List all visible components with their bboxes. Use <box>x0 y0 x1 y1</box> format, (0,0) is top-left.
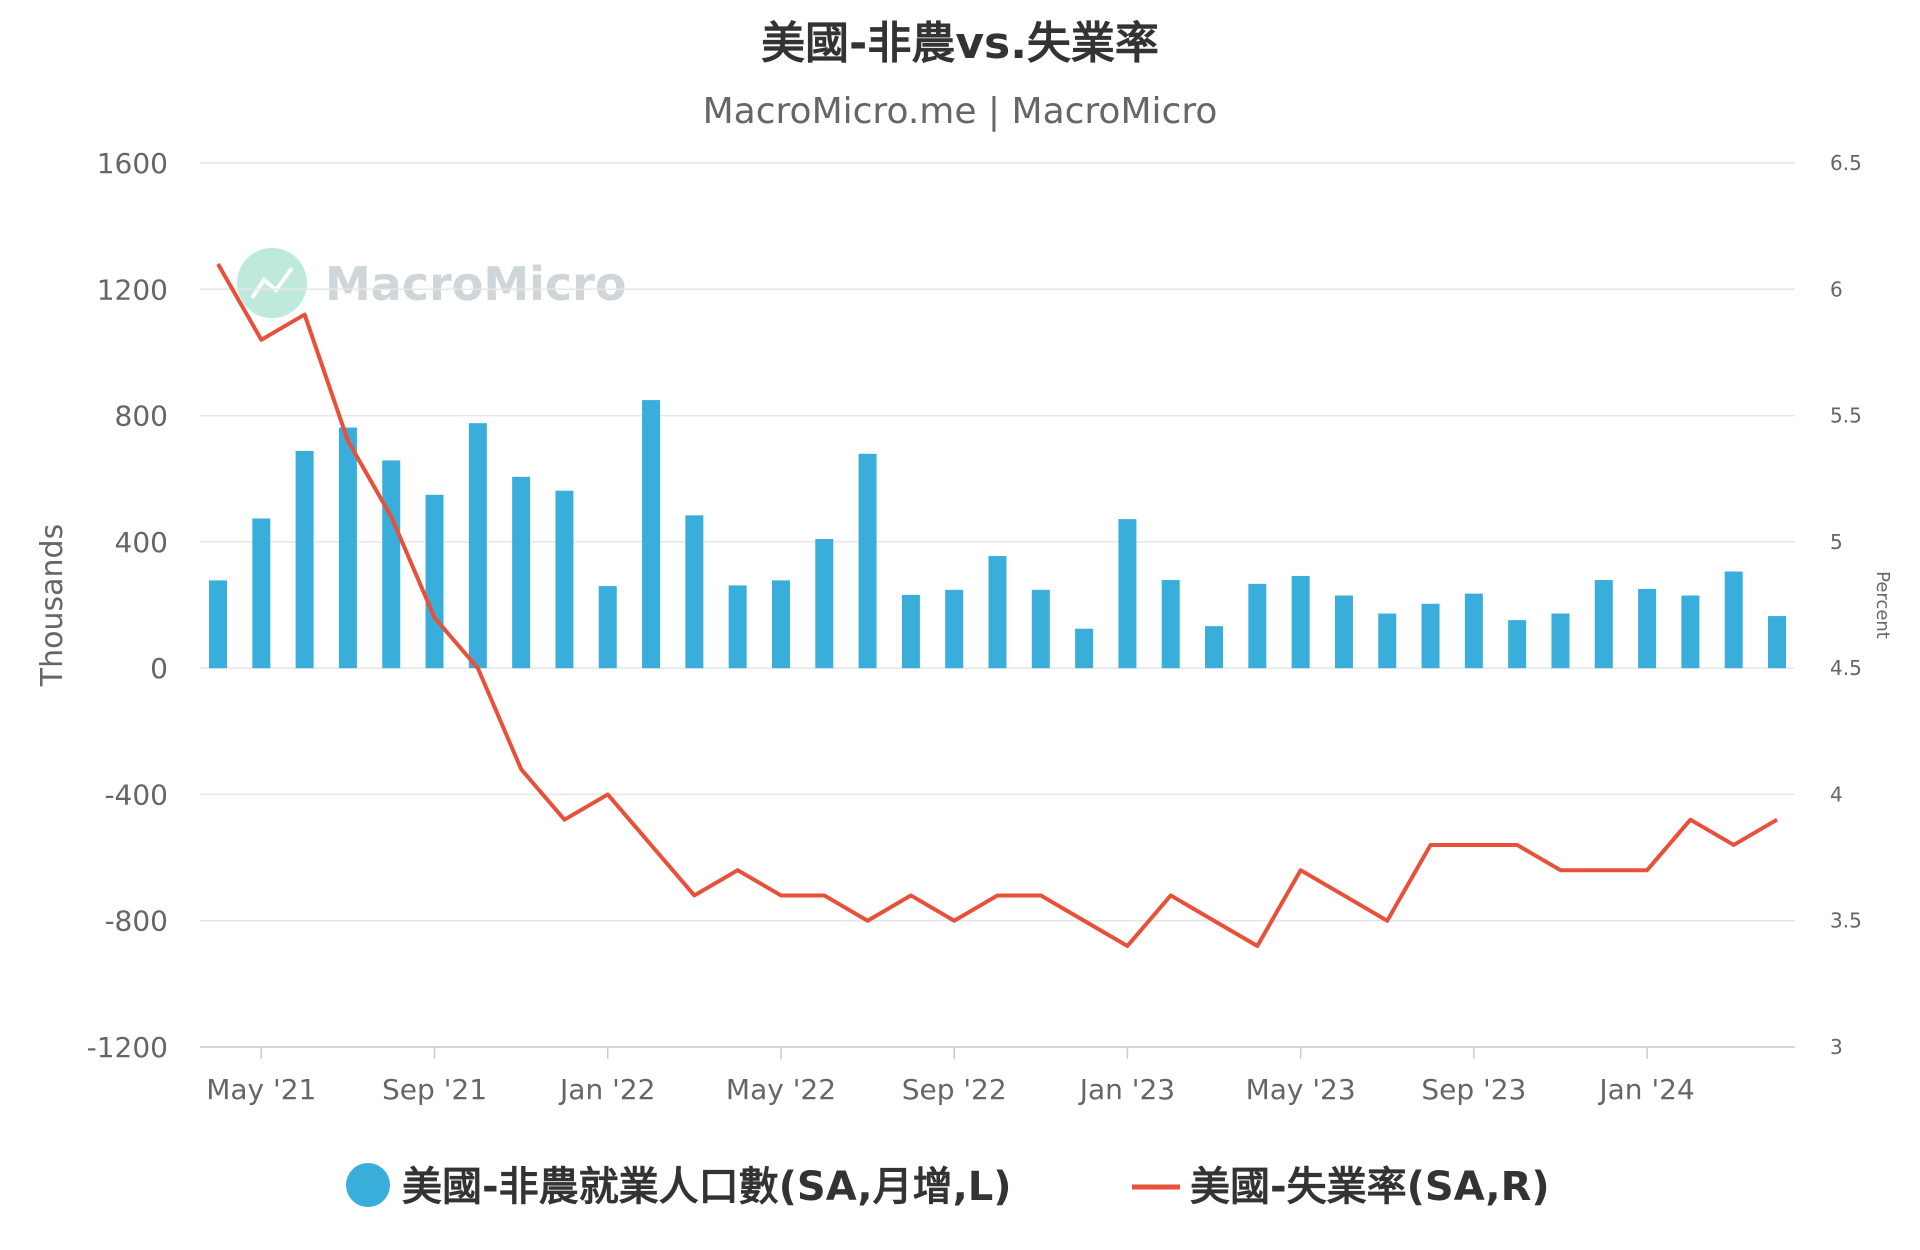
right-tick-label: 4.5 <box>1830 656 1862 680</box>
x-axis: May '21 Sep '21 Jan '22 May '22 Sep '22 Jan '… <box>200 1046 1795 1106</box>
bar <box>1464 593 1483 669</box>
bar <box>1075 628 1094 669</box>
left-tick-label: -1200 <box>87 1031 168 1064</box>
x-tick-label: May '23 <box>1246 1073 1356 1106</box>
watermark-text: MacroMicro <box>325 257 626 311</box>
bar <box>1551 613 1570 669</box>
bar <box>209 580 227 669</box>
legend-bar-marker-icon <box>346 1163 390 1207</box>
legend[interactable]: 美國-非農就業人口數(SA,月增,L) 美國-失業率(SA,R) <box>346 1163 1550 1210</box>
bar <box>425 494 444 669</box>
bar <box>295 450 314 669</box>
chart-subtitle: MacroMicro.me | MacroMicro <box>703 91 1218 132</box>
bar <box>382 460 401 669</box>
bar <box>1421 603 1440 669</box>
legend-line-label[interactable]: 美國-失業率(SA,R) <box>1190 1164 1550 1210</box>
right-tick-label: 4 <box>1830 782 1843 806</box>
x-tick-label: Sep '23 <box>1421 1073 1526 1106</box>
bar <box>1205 626 1224 669</box>
legend-bar-label[interactable]: 美國-非農就業人口數(SA,月增,L) <box>402 1164 1012 1210</box>
bar <box>1161 580 1180 669</box>
bar <box>945 589 964 669</box>
right-tick-label: 5 <box>1830 530 1843 554</box>
x-tick-label: Jan '22 <box>558 1073 655 1106</box>
right-tick-label: 3.5 <box>1830 909 1862 933</box>
right-tick-label: 5.5 <box>1830 404 1862 428</box>
left-tick-label: -800 <box>104 905 168 938</box>
bar <box>1508 620 1527 669</box>
bar <box>771 580 790 669</box>
watermark-logo-icon <box>237 248 307 318</box>
bar <box>642 400 661 669</box>
bar <box>988 556 1007 669</box>
bar <box>338 427 357 669</box>
x-tick-label: May '22 <box>726 1073 836 1106</box>
bar <box>1594 580 1613 669</box>
right-axis-ticks: 6.5 6 5.5 5 4.5 4 3.5 3 <box>1830 151 1862 1059</box>
bar <box>1248 583 1267 669</box>
right-tick-label: 6 <box>1830 277 1843 301</box>
left-tick-label: 1200 <box>97 273 168 306</box>
left-tick-label: 800 <box>115 400 168 433</box>
x-tick-label: Sep '22 <box>902 1073 1007 1106</box>
left-tick-label: 400 <box>115 526 168 559</box>
bar <box>858 453 877 669</box>
left-tick-label: 1600 <box>97 147 168 180</box>
bar <box>555 490 574 669</box>
bar <box>512 476 531 669</box>
left-axis-ticks: 1600 1200 800 400 0 -400 -800 -1200 <box>87 147 168 1064</box>
bar <box>1638 588 1657 669</box>
left-tick-label: -400 <box>104 778 168 811</box>
bar <box>598 586 617 669</box>
right-axis-title: Percent <box>1872 571 1893 639</box>
right-tick-label: 6.5 <box>1830 151 1862 175</box>
bar <box>1378 613 1397 669</box>
bar-series <box>209 400 1786 669</box>
bar <box>1031 589 1050 669</box>
bar <box>1724 571 1743 669</box>
x-tick-label: Jan '23 <box>1078 1073 1175 1106</box>
left-tick-label: 0 <box>150 652 168 685</box>
bar <box>468 423 487 669</box>
x-tick-label: May '21 <box>206 1073 316 1106</box>
bar <box>1681 595 1700 669</box>
bar <box>1768 616 1786 669</box>
bar <box>1334 595 1353 669</box>
x-tick-label: Jan '24 <box>1597 1073 1694 1106</box>
watermark: MacroMicro <box>237 248 626 318</box>
line-series <box>216 263 1779 948</box>
bar <box>252 518 271 669</box>
x-tick-label: Sep '21 <box>382 1073 487 1106</box>
bar <box>728 585 747 669</box>
bar <box>815 539 834 669</box>
bar <box>685 515 704 669</box>
right-tick-label: 3 <box>1830 1035 1843 1059</box>
chart-title: 美國-非農vs.失業率 <box>761 18 1159 69</box>
bar <box>901 594 920 669</box>
bar <box>1118 519 1137 669</box>
left-axis-title: Thousands <box>35 524 70 687</box>
bar <box>1291 575 1310 669</box>
